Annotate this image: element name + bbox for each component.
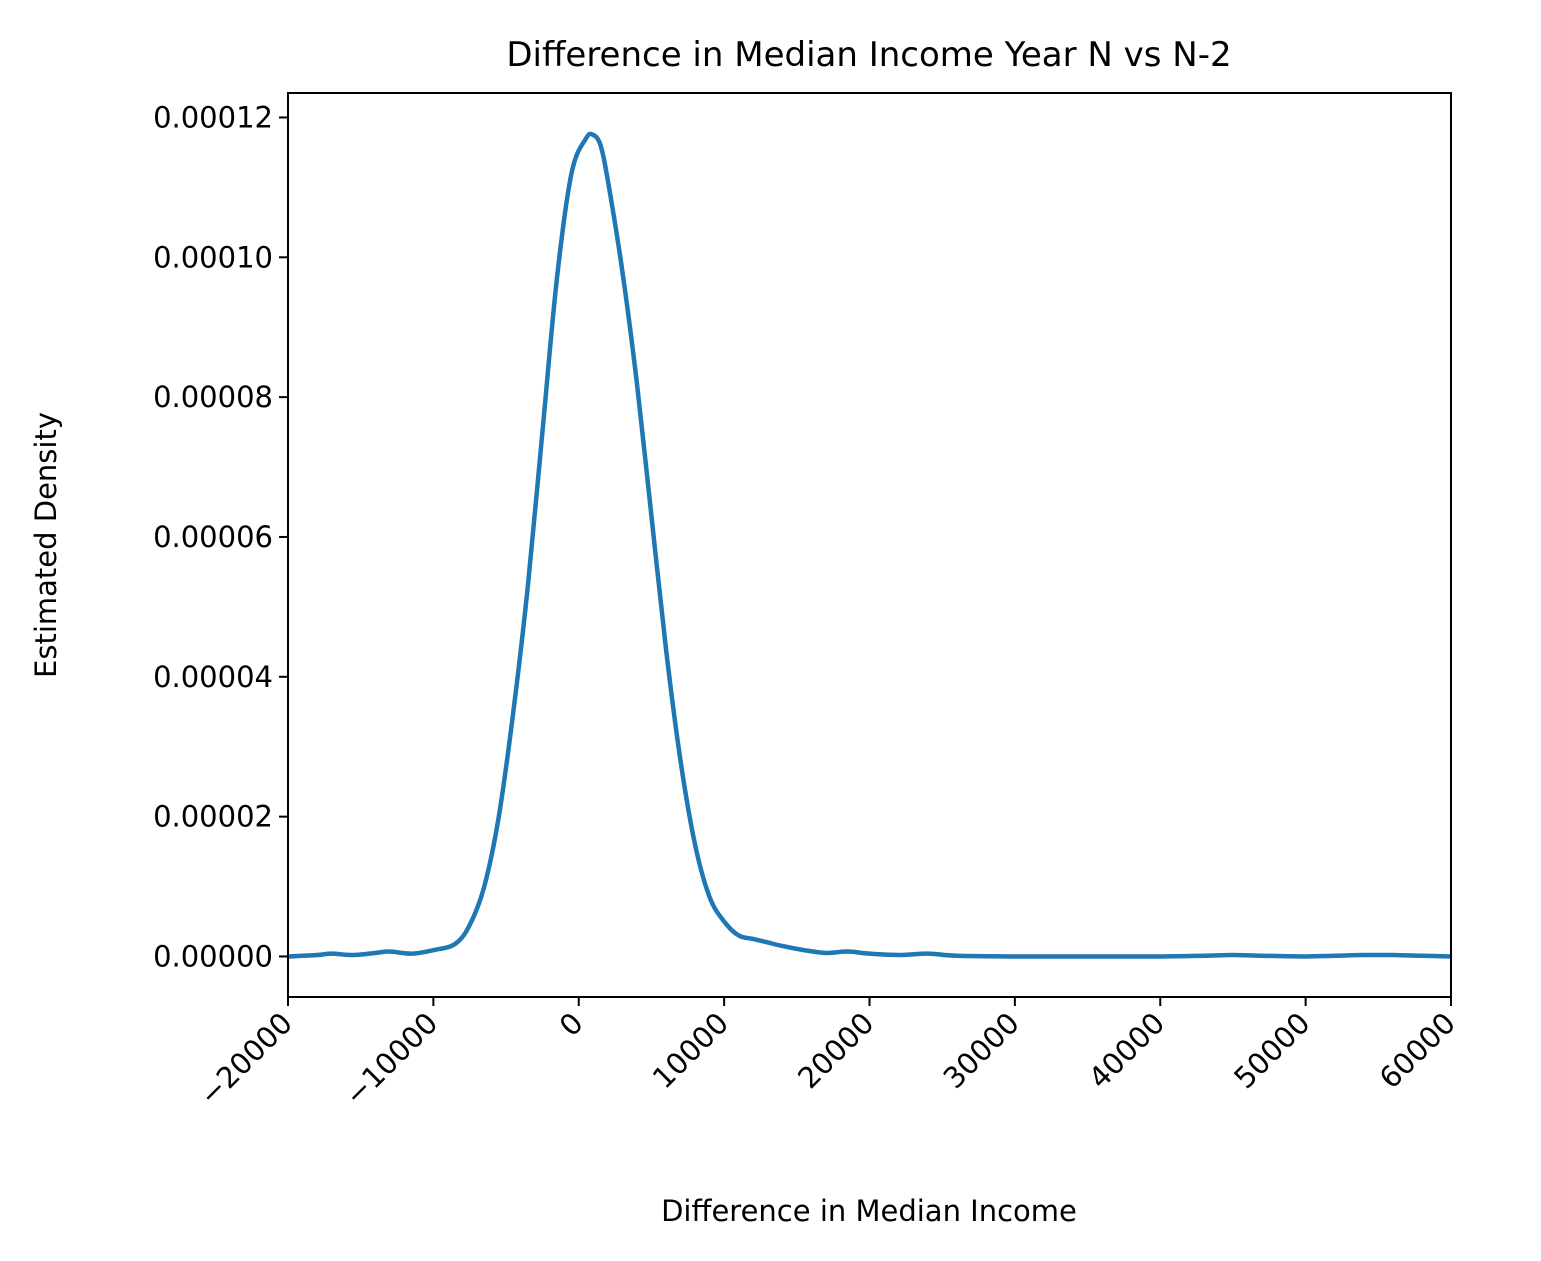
plot-area <box>287 131 1452 959</box>
y-tick-label: 0.00002 <box>153 800 273 834</box>
x-axis: −20000 −10000 0 10000 20000 30000 40000 50000 60… <box>192 997 1462 1112</box>
x-tick-label: 0 <box>553 1006 590 1043</box>
x-tick-label: −20000 <box>192 1006 298 1112</box>
y-axis: 0.00000 0.00002 0.00004 0.00006 0.00008 0.000… <box>153 100 288 973</box>
x-axis-label: Difference in Median Income <box>661 1194 1077 1228</box>
chart-title: Difference in Median Income Year N vs N-… <box>506 35 1231 75</box>
y-tick-label: 0.00006 <box>153 520 273 554</box>
x-tick-label: 30000 <box>937 1006 1026 1095</box>
x-tick-label: 50000 <box>1227 1006 1316 1095</box>
x-tick-label: 40000 <box>1082 1006 1171 1095</box>
plot-frame <box>287 92 1452 998</box>
y-tick-label: 0.00008 <box>153 380 273 414</box>
x-tick-label: 10000 <box>646 1006 735 1095</box>
y-axis-label: Estimated Density <box>29 412 63 678</box>
y-tick-label: 0.00004 <box>153 660 273 694</box>
x-tick-label: 20000 <box>791 1006 880 1095</box>
y-tick-label: 0.00012 <box>153 100 273 134</box>
density-line <box>287 131 1452 959</box>
y-tick-label: 0.00010 <box>153 240 273 274</box>
y-tick-label: 0.00000 <box>153 939 273 973</box>
x-tick-label: 60000 <box>1373 1006 1462 1095</box>
x-tick-label: −10000 <box>338 1006 444 1112</box>
